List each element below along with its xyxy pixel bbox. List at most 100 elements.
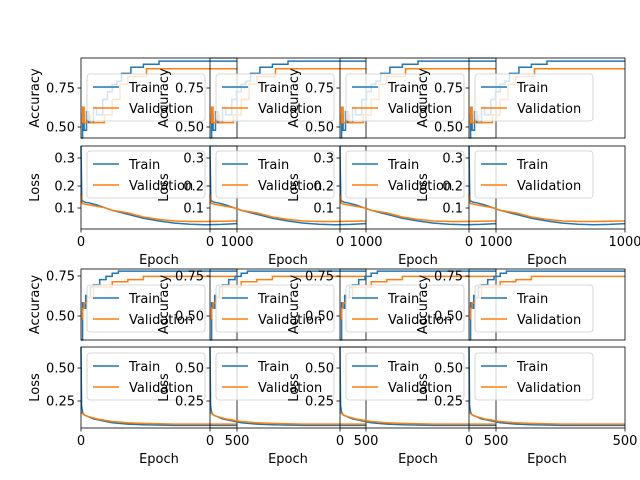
legend-validation-label: Validation — [388, 179, 452, 194]
y-tick-label: 0.75 — [305, 270, 334, 285]
y-tick-label: 0.50 — [175, 310, 204, 325]
legend: Train Validation — [86, 150, 206, 199]
legend-validation-label: Validation — [388, 102, 452, 117]
x-tick-label: 0 — [206, 235, 214, 250]
train-loss-line — [80, 346, 237, 427]
legend: Train Validation — [215, 284, 335, 333]
y-tick-label: 0.75 — [175, 270, 204, 285]
y-tick-label: 0.3 — [442, 152, 463, 167]
legend-validation-label: Validation — [517, 179, 581, 194]
y-axis-label: Accuracy — [157, 275, 172, 335]
legend-train-label: Train — [257, 292, 289, 307]
x-tick-label: 500 — [354, 434, 379, 449]
x-tick-label: 0 — [77, 235, 85, 250]
legend-box — [345, 284, 465, 333]
legend-train-label: Train — [516, 292, 548, 307]
train-loss-line — [209, 346, 366, 427]
x-axis-label: Epoch — [139, 253, 179, 268]
legend: Train Validation — [86, 284, 206, 333]
y-axis-label: Accuracy — [28, 68, 43, 128]
panel-upper-loss-4: 0.1 0.2 0.3 Loss 0 1000 Epoch Train Validation — [416, 145, 640, 268]
legend-train-label: Train — [516, 81, 548, 96]
x-tick-label: 0 — [77, 434, 85, 449]
legend-box — [345, 150, 465, 199]
y-tick-label: 0.50 — [175, 121, 204, 136]
y-tick-label: 0.50 — [434, 121, 463, 136]
legend: Train Validation — [345, 150, 465, 199]
validation-loss-line — [80, 411, 237, 425]
legend-train-label: Train — [128, 81, 160, 96]
y-axis-label: Accuracy — [157, 68, 172, 128]
x-tick-label: 0 — [336, 434, 344, 449]
legend: Train Validation — [474, 150, 594, 199]
validation-loss-line — [339, 411, 496, 425]
y-tick-label: 0.75 — [46, 82, 75, 97]
panel-upper-loss-2: 0.1 0.2 0.3 Loss 0 1000 Epoch Train Validation — [157, 145, 383, 268]
y-axis-label: Accuracy — [287, 275, 302, 335]
y-tick-label: 0.50 — [46, 121, 75, 136]
train-loss-line — [339, 346, 496, 427]
y-axis-label: Loss — [28, 373, 43, 402]
legend-train-label: Train — [257, 81, 289, 96]
legend: Train Validation — [345, 73, 465, 122]
legend-validation-label: Validation — [388, 313, 452, 328]
legend-box — [474, 284, 594, 333]
x-tick-label: 0 — [206, 434, 214, 449]
legend-validation-label: Validation — [258, 102, 322, 117]
legend-train-label: Train — [516, 360, 548, 375]
validation-loss-line — [209, 194, 367, 223]
legend-train-label: Train — [128, 158, 160, 173]
legend: Train Validation — [345, 352, 465, 401]
legend-box — [215, 284, 335, 333]
legend-box — [215, 150, 335, 199]
legend: Train Validation — [474, 284, 594, 333]
legend-box — [345, 73, 465, 122]
panel-upper-loss-3: 0.1 0.2 0.3 Loss 0 1000 Epoch Train Validation — [287, 145, 513, 268]
x-tick-label: 0 — [465, 434, 473, 449]
panel-upper-accuracy-3: 0.50 0.75 Accuracy Train Validation — [287, 57, 497, 139]
x-tick-label: 500 — [613, 434, 638, 449]
legend-train-label: Train — [387, 81, 419, 96]
legend-validation-label: Validation — [517, 102, 581, 117]
y-axis-label: Loss — [287, 173, 302, 202]
y-tick-label: 0.25 — [175, 395, 204, 410]
y-tick-label: 0.1 — [313, 202, 334, 217]
y-tick-label: 0.1 — [54, 202, 75, 217]
validation-loss-line — [339, 194, 497, 223]
y-axis-label: Loss — [157, 173, 172, 202]
axes-frame — [468, 346, 626, 429]
legend-train-label: Train — [516, 158, 548, 173]
axes-frame — [468, 268, 626, 341]
x-axis-label: Epoch — [527, 452, 567, 467]
y-tick-label: 0.3 — [183, 152, 204, 167]
legend: Train Validation — [474, 73, 594, 122]
legend: Train Validation — [86, 73, 206, 122]
x-tick-label: 0 — [336, 235, 344, 250]
y-axis-label: Loss — [416, 373, 431, 402]
y-axis-label: Accuracy — [416, 68, 431, 128]
x-tick-label: 1000 — [349, 235, 382, 250]
x-tick-label: 1000 — [479, 235, 512, 250]
x-tick-label: 500 — [225, 434, 250, 449]
y-tick-label: 0.2 — [313, 180, 334, 195]
y-tick-label: 0.25 — [434, 395, 463, 410]
legend: Train Validation — [215, 150, 335, 199]
legend-validation-label: Validation — [388, 381, 452, 396]
legend-train-label: Train — [387, 158, 419, 173]
y-tick-label: 0.75 — [305, 82, 334, 97]
y-tick-label: 0.75 — [434, 270, 463, 285]
y-tick-label: 0.50 — [305, 362, 334, 377]
x-axis-label: Epoch — [268, 452, 308, 467]
legend-validation-label: Validation — [129, 381, 193, 396]
legend-validation-label: Validation — [258, 313, 322, 328]
validation-loss-line — [209, 411, 366, 425]
y-tick-label: 0.50 — [46, 362, 75, 377]
y-tick-label: 0.75 — [175, 82, 204, 97]
train-loss-line — [468, 346, 625, 427]
legend-train-label: Train — [387, 360, 419, 375]
legend-box — [474, 73, 594, 122]
